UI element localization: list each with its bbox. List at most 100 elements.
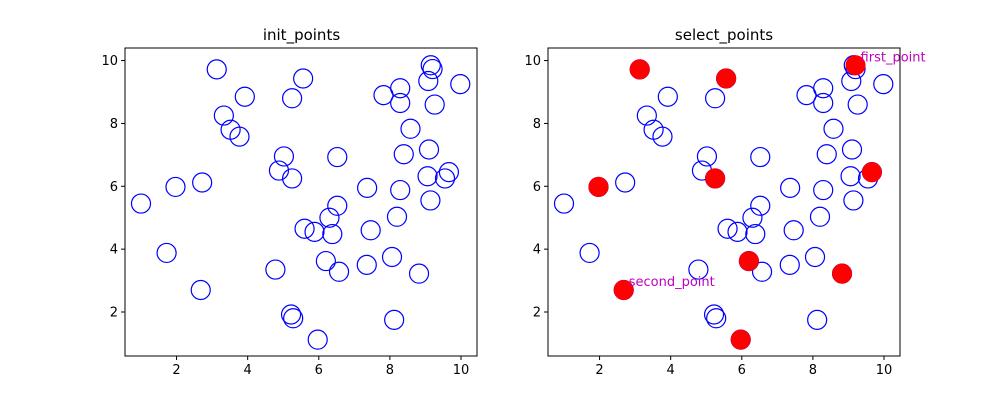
- scatter-point: [273, 146, 295, 167]
- selected-point: [613, 280, 634, 300]
- y-tick-label: 10: [101, 54, 118, 69]
- y-tick-label: 4: [533, 243, 541, 258]
- y-tick-label: 4: [110, 243, 118, 258]
- scatter-point: [705, 88, 726, 109]
- scatter-point: [742, 207, 763, 228]
- select-points-marks: [553, 55, 894, 350]
- scatter-point: [420, 55, 441, 76]
- scatter-point: [282, 88, 303, 109]
- scatter-point: [579, 242, 600, 264]
- selected-point: [716, 68, 737, 89]
- scatter-point: [390, 92, 411, 114]
- scatter-point: [420, 190, 441, 211]
- scatter-point: [804, 246, 826, 268]
- scatter-point: [393, 144, 414, 165]
- scatter-point: [360, 220, 381, 241]
- selected-point: [832, 263, 853, 284]
- scatter-point: [847, 94, 868, 115]
- selected-point: [738, 251, 759, 272]
- scatter-point: [282, 168, 303, 189]
- scatter-point: [390, 179, 411, 201]
- scatter-point: [206, 59, 227, 80]
- scatter-point: [450, 74, 471, 95]
- scatter-point: [234, 86, 255, 107]
- scatter-point: [322, 223, 343, 245]
- scatter-point: [745, 223, 766, 245]
- select-points-ticks: 2 4 6 8 10 2 4 6 8 10: [524, 54, 892, 378]
- select-points-frame: [547, 47, 901, 357]
- scatter-point: [213, 105, 234, 126]
- x-tick-label: 2: [172, 363, 180, 378]
- scatter-point: [657, 86, 678, 107]
- init-points-axes: init_points 2 4 6 8 10 2 4 6 8 10: [101, 26, 478, 378]
- scatter-point: [384, 309, 405, 330]
- scatter-point: [780, 177, 801, 198]
- scatter-point: [706, 308, 727, 329]
- scatter-point: [418, 139, 440, 160]
- y-tick-label: 10: [524, 54, 541, 69]
- x-tick-label: 6: [315, 363, 323, 378]
- scatter-point: [703, 304, 725, 325]
- scatter-point: [265, 259, 286, 280]
- scatter-point: [390, 78, 411, 99]
- scatter-point: [553, 193, 575, 214]
- select-points-annotations: first_point second_point: [629, 50, 926, 290]
- scatter-point: [304, 221, 325, 242]
- scatter-point: [727, 221, 748, 242]
- selected-point: [845, 55, 866, 76]
- scatter-point: [307, 329, 328, 350]
- scatter-point: [636, 105, 657, 126]
- scatter-point: [417, 166, 438, 187]
- scatter-point: [843, 190, 864, 211]
- y-tick-label: 8: [110, 117, 118, 132]
- selected-point: [629, 59, 650, 80]
- scatter-point: [319, 207, 340, 228]
- scatter-point: [190, 279, 211, 301]
- scatter-point: [327, 195, 348, 216]
- y-tick-label: 2: [533, 306, 541, 321]
- scatter-point: [356, 254, 377, 275]
- scatter-point: [751, 261, 773, 282]
- select-points-axes: select_points 2 4 6 8 10 2 4 6 8 10 first_pointse…: [524, 26, 925, 378]
- x-tick-label: 4: [244, 363, 252, 378]
- scatter-point: [823, 118, 844, 139]
- x-tick-label: 2: [595, 363, 603, 378]
- scatter-point: [327, 146, 348, 168]
- scatter-point: [357, 177, 378, 198]
- selected-point: [588, 176, 609, 197]
- init-points-ticks: 2 4 6 8 10 2 4 6 8 10: [101, 54, 469, 378]
- scatter-point: [434, 168, 456, 189]
- scatter-point: [400, 118, 421, 139]
- selected-point: [861, 162, 882, 183]
- scatter-point: [424, 94, 445, 115]
- y-tick-label: 6: [533, 180, 541, 195]
- point-annotation: second_point: [629, 275, 715, 290]
- selected-point: [730, 329, 751, 350]
- x-tick-label: 10: [876, 363, 893, 378]
- scatter-point: [807, 309, 828, 330]
- scatter-point: [615, 172, 636, 193]
- scatter-point: [750, 195, 771, 216]
- y-tick-label: 6: [110, 180, 118, 195]
- x-tick-label: 8: [386, 363, 394, 378]
- scatter-point: [165, 176, 186, 198]
- scatter-point: [328, 261, 350, 282]
- init-points-marks: [130, 55, 471, 350]
- init-points-title: init_points: [263, 26, 340, 45]
- scatter-point: [813, 78, 834, 99]
- scatter-point: [652, 126, 673, 147]
- x-tick-label: 6: [738, 363, 746, 378]
- scatter-point: [294, 218, 315, 239]
- scatter-point: [688, 259, 709, 280]
- scatter-point: [315, 250, 336, 272]
- scatter-point: [813, 179, 834, 201]
- scatter-point: [418, 70, 439, 92]
- scatter-point: [381, 246, 403, 268]
- scatter-point: [783, 220, 804, 241]
- y-tick-label: 8: [533, 117, 541, 132]
- scatter-point: [438, 162, 460, 183]
- x-tick-label: 4: [667, 363, 675, 378]
- scatter-point: [696, 146, 718, 167]
